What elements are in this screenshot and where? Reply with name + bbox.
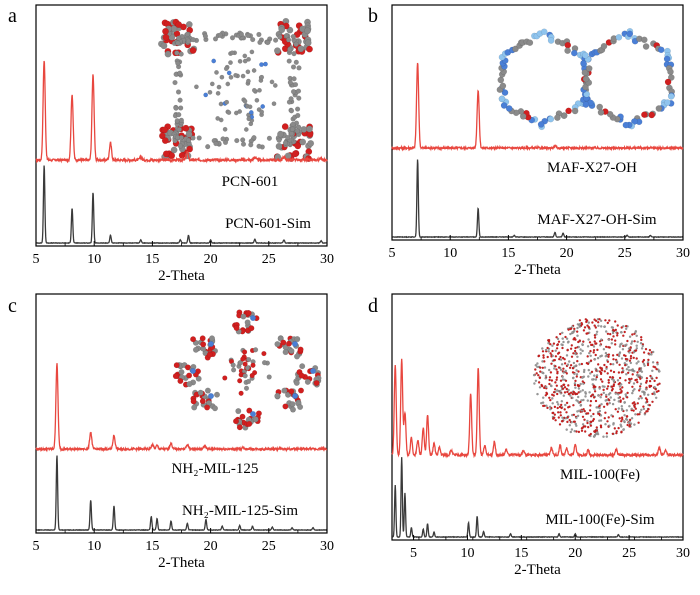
x-tick-label: 15 [501, 246, 515, 261]
mil-100-fe-framework-image [532, 317, 661, 438]
x-axis-label: 2-Theta [514, 562, 561, 578]
x-tick-label: 20 [568, 546, 582, 561]
x-tick-label: 30 [676, 546, 690, 561]
x-tick-label: 20 [204, 252, 218, 267]
panel-a: a PCN-601 PCN-601-Sim 5 10 15 20 25 30 2-Theta [8, 4, 334, 284]
panel-label-d: d [368, 295, 378, 317]
panel-label-a: a [8, 5, 17, 27]
series-label: PCN-601-Sim [225, 216, 311, 232]
pcn-601-framework-image [158, 17, 315, 162]
series-line-experimental [35, 60, 328, 164]
x-tick-label: 25 [262, 539, 276, 554]
series-label: MAF-X27-OH [547, 160, 637, 176]
x-tick-label: 10 [460, 546, 474, 561]
series-label: MAF-X27-OH-Sim [537, 212, 657, 228]
x-tick-label: 5 [33, 539, 40, 554]
maf-x27-oh-framework-image [496, 28, 675, 131]
x-tick-label: 5 [33, 252, 40, 267]
series-line-simulated [391, 457, 684, 539]
x-tick-label: 25 [622, 546, 636, 561]
x-tick-label: 30 [676, 246, 690, 261]
panel-c: c NH₂-MIL-125 NH₂-MIL-125-Sim 5 10 15 20 25 30 2-… [8, 293, 334, 571]
series-line-experimental [35, 363, 328, 453]
x-tick-label: 25 [262, 252, 276, 267]
x-tick-label: 30 [320, 539, 334, 554]
series-label: NH₂-MIL-125 [172, 461, 259, 477]
x-axis-label: 2-Theta [158, 268, 205, 284]
x-axis-label: 2-Theta [514, 262, 561, 278]
panel-b: b MAF-X27-OH MAF-X27-OH-Sim 5 10 15 20 25 30 2-Th… [368, 4, 690, 278]
x-tick-label: 25 [618, 246, 632, 261]
series-line-experimental [391, 62, 684, 152]
x-tick-label: 30 [320, 252, 334, 267]
series-label: MIL-100(Fe)-Sim [545, 512, 654, 528]
panel-label-b: b [368, 5, 378, 27]
x-axis-label: 2-Theta [158, 555, 205, 571]
panel-label-c: c [8, 295, 17, 317]
x-tick-label: 20 [560, 246, 574, 261]
x-tick-label: 15 [145, 252, 159, 267]
series-line-simulated [35, 455, 328, 532]
panel-d: d MIL-100(Fe) MIL-100(Fe)-Sim 5 10 15 20 25 30 2-… [368, 293, 690, 578]
x-tick-label: 5 [410, 546, 417, 561]
x-tick-label: 10 [87, 252, 101, 267]
series-line-simulated [35, 165, 328, 245]
series-label: NH₂-MIL-125-Sim [182, 503, 298, 519]
x-tick-label: 15 [145, 539, 159, 554]
series-line-experimental [391, 358, 684, 459]
series-label: MIL-100(Fe) [560, 467, 640, 483]
x-tick-label: 10 [87, 539, 101, 554]
plot-frame [35, 293, 328, 534]
plot-frame [391, 293, 684, 541]
nh2-mil-125-framework-image [172, 309, 322, 431]
x-tick-label: 20 [204, 539, 218, 554]
x-tick-label: 5 [389, 246, 396, 261]
x-tick-label: 10 [443, 246, 457, 261]
series-label: PCN-601 [222, 174, 279, 190]
x-tick-label: 15 [514, 546, 528, 561]
